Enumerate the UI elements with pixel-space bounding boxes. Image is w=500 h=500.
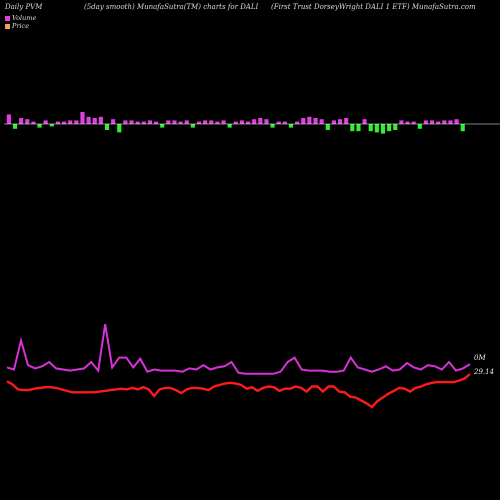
volume-bar — [111, 119, 116, 124]
volume-bar — [37, 124, 42, 128]
volume-bar — [356, 124, 361, 132]
volume-bar — [313, 118, 318, 124]
volume-bar — [301, 118, 306, 124]
volume-bar — [460, 124, 465, 132]
volume-bar — [430, 120, 435, 124]
volume-bar — [160, 124, 165, 128]
volume-bar — [454, 119, 459, 124]
volume-bar — [117, 124, 122, 133]
volume-bar — [344, 118, 349, 124]
volume-bars — [6, 112, 465, 134]
volume-bar — [123, 120, 128, 124]
header-left: Daily PVM — [5, 3, 43, 11]
volume-bar — [295, 121, 300, 124]
price-end-label: 29.14 — [473, 368, 494, 376]
volume-bar — [319, 119, 324, 124]
volume-bar — [172, 120, 177, 124]
volume-bar — [258, 118, 263, 124]
header-right: (First Trust DorseyWright DALI 1 ETF) Mu… — [271, 3, 476, 11]
volume-bar — [129, 120, 134, 124]
volume-bar — [288, 124, 294, 128]
legend-volume: Volume — [5, 14, 36, 22]
volume-bar — [6, 114, 11, 124]
price-line — [6, 373, 471, 409]
volume-bar — [252, 119, 257, 124]
volume-bar — [325, 124, 330, 130]
volume-bar — [399, 120, 404, 124]
volume-bar — [49, 124, 54, 127]
volume-bar — [264, 119, 269, 124]
volume-bar — [190, 124, 195, 128]
volume-bar — [282, 121, 287, 124]
legend-price-label: Price — [12, 22, 30, 30]
volume-bar — [147, 120, 152, 124]
volume-bar — [43, 120, 48, 124]
volume-bar — [104, 124, 110, 130]
volume-bar — [86, 116, 91, 124]
volume-bar — [135, 121, 140, 124]
volume-bar — [196, 121, 202, 124]
volume-bar — [331, 120, 336, 124]
volume-end-label: 0M — [474, 354, 486, 362]
volume-bar — [350, 124, 355, 132]
volume-bar — [215, 121, 220, 124]
volume-bar — [80, 112, 85, 124]
volume-bar — [31, 121, 36, 124]
volume-bar — [184, 120, 189, 124]
volume-bar — [270, 124, 275, 128]
volume-bar — [246, 121, 251, 124]
volume-bar — [362, 119, 367, 124]
volume-bar — [178, 121, 183, 124]
volume-bar — [154, 121, 159, 124]
volume-bar — [380, 124, 386, 134]
volume-bar — [276, 121, 281, 124]
volume-bar — [221, 120, 226, 124]
header-middle: (5day smooth) MunafaSutra(TM) charts for… — [84, 3, 259, 11]
volume-bar — [227, 124, 232, 128]
volume-bar — [68, 120, 73, 124]
volume-bar — [405, 121, 410, 124]
volume-bar — [209, 120, 214, 124]
legend-volume-label: Volume — [12, 14, 37, 22]
legend-price: Price — [5, 22, 29, 30]
volume-bar — [368, 124, 373, 132]
volume-bar — [92, 118, 97, 124]
volume-bar — [25, 119, 30, 124]
volume-bar — [233, 121, 238, 124]
volume-bar — [411, 121, 416, 124]
volume-bar — [338, 119, 343, 124]
volume-bar — [55, 121, 60, 124]
volume-bar — [436, 121, 441, 124]
volume-bar — [141, 121, 146, 124]
volume-bar — [307, 116, 312, 124]
volume-bar — [417, 124, 422, 129]
volume-bar — [19, 118, 24, 124]
volume-bar — [74, 120, 79, 124]
volume-bar — [448, 120, 453, 124]
volume-bar — [393, 124, 398, 130]
volume-bar — [423, 120, 428, 124]
volume-bar — [239, 120, 244, 124]
volume-bar — [387, 124, 392, 132]
legend-volume-swatch — [5, 15, 10, 21]
volume-bar — [442, 120, 447, 124]
volume-bar — [62, 121, 67, 124]
volume-bar — [374, 124, 379, 133]
volume-bar — [203, 120, 208, 124]
legend-price-swatch — [5, 23, 10, 29]
volume-bar — [166, 120, 171, 124]
volume-bar — [12, 124, 18, 129]
volume-line — [6, 324, 471, 375]
volume-bar — [98, 116, 103, 124]
